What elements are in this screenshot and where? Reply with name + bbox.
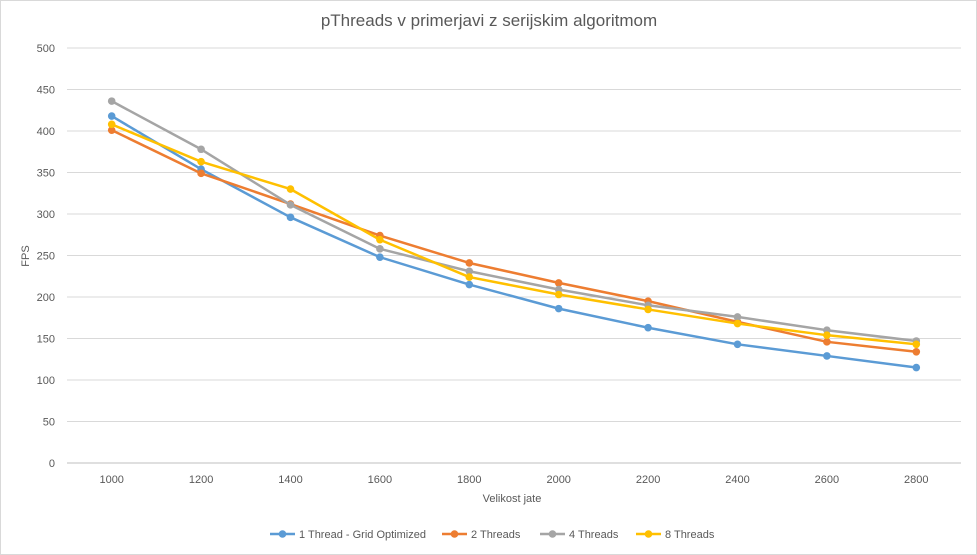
x-tick-label: 2800	[904, 474, 928, 486]
legend-marker-icon	[548, 530, 557, 538]
x-tick-label: 1800	[457, 474, 481, 486]
data-point	[107, 126, 116, 134]
x-tick-label: 1200	[189, 474, 213, 486]
data-point	[286, 185, 295, 193]
y-tick-label: 400	[37, 126, 55, 138]
data-point	[286, 201, 295, 209]
data-point	[107, 120, 116, 129]
data-point	[733, 319, 742, 328]
data-point	[197, 145, 205, 154]
data-point	[554, 304, 563, 313]
y-tick-label: 50	[43, 417, 55, 429]
data-point	[823, 338, 831, 346]
data-point	[823, 331, 831, 339]
data-point	[376, 235, 384, 244]
y-tick-label: 200	[37, 292, 55, 304]
legend-label: 4 Threads	[569, 529, 619, 541]
x-tick-label: 2400	[725, 474, 749, 486]
x-tick-label: 2000	[546, 474, 570, 486]
data-point	[197, 169, 205, 178]
data-point	[823, 352, 831, 360]
data-point	[376, 245, 384, 253]
series-4	[107, 120, 921, 349]
legend-marker-icon	[450, 530, 459, 538]
data-point	[912, 340, 921, 349]
data-point	[197, 157, 205, 166]
data-point	[554, 279, 563, 287]
legend-item: 2 Threads	[442, 529, 521, 541]
series-3	[107, 97, 921, 345]
y-tick-label: 300	[37, 209, 55, 221]
data-point	[912, 347, 921, 356]
series-line	[111, 100, 917, 343]
legend-item: 1 Thread - Grid Optimized	[270, 529, 426, 541]
data-point	[465, 267, 474, 276]
data-point	[107, 112, 116, 120]
y-axis-title: FPS	[20, 245, 32, 266]
data-point	[733, 313, 742, 321]
series-line	[111, 129, 917, 354]
x-tick-label: 1000	[99, 474, 123, 486]
series-line	[111, 114, 917, 369]
series-line	[111, 123, 917, 346]
x-tick-label: 2200	[636, 474, 660, 486]
data-point	[733, 340, 742, 349]
data-point	[376, 253, 384, 261]
x-tick-label: 1400	[278, 474, 302, 486]
y-tick-label: 150	[37, 334, 55, 346]
legend-label: 8 Threads	[665, 529, 715, 541]
legend-label: 2 Threads	[471, 529, 521, 541]
y-tick-label: 350	[37, 168, 55, 180]
legend-marker-icon	[278, 530, 287, 538]
data-point	[465, 280, 474, 289]
data-point	[644, 323, 652, 332]
x-tick-label: 1600	[368, 474, 392, 486]
legend-marker-icon	[644, 530, 653, 538]
x-axis-title: Velikost jate	[483, 493, 542, 505]
y-tick-label: 450	[37, 85, 55, 97]
data-point	[465, 273, 474, 281]
y-tick-label: 100	[37, 375, 55, 387]
chart-title: pThreads v primerjavi z serijskim algori…	[321, 11, 657, 30]
y-tick-label: 500	[37, 43, 55, 55]
legend-item: 4 Threads	[540, 529, 619, 541]
series-1	[107, 112, 921, 372]
data-point	[465, 259, 474, 267]
data-point	[554, 290, 563, 299]
x-tick-label: 2600	[815, 474, 839, 486]
data-point	[644, 305, 652, 314]
y-tick-label: 250	[37, 251, 55, 263]
legend-item: 8 Threads	[636, 529, 715, 541]
data-point	[912, 363, 921, 372]
y-tick-label: 0	[49, 458, 55, 470]
data-point	[107, 97, 116, 105]
data-point	[286, 213, 295, 222]
legend-label: 1 Thread - Grid Optimized	[299, 529, 426, 541]
series-2	[107, 126, 921, 356]
